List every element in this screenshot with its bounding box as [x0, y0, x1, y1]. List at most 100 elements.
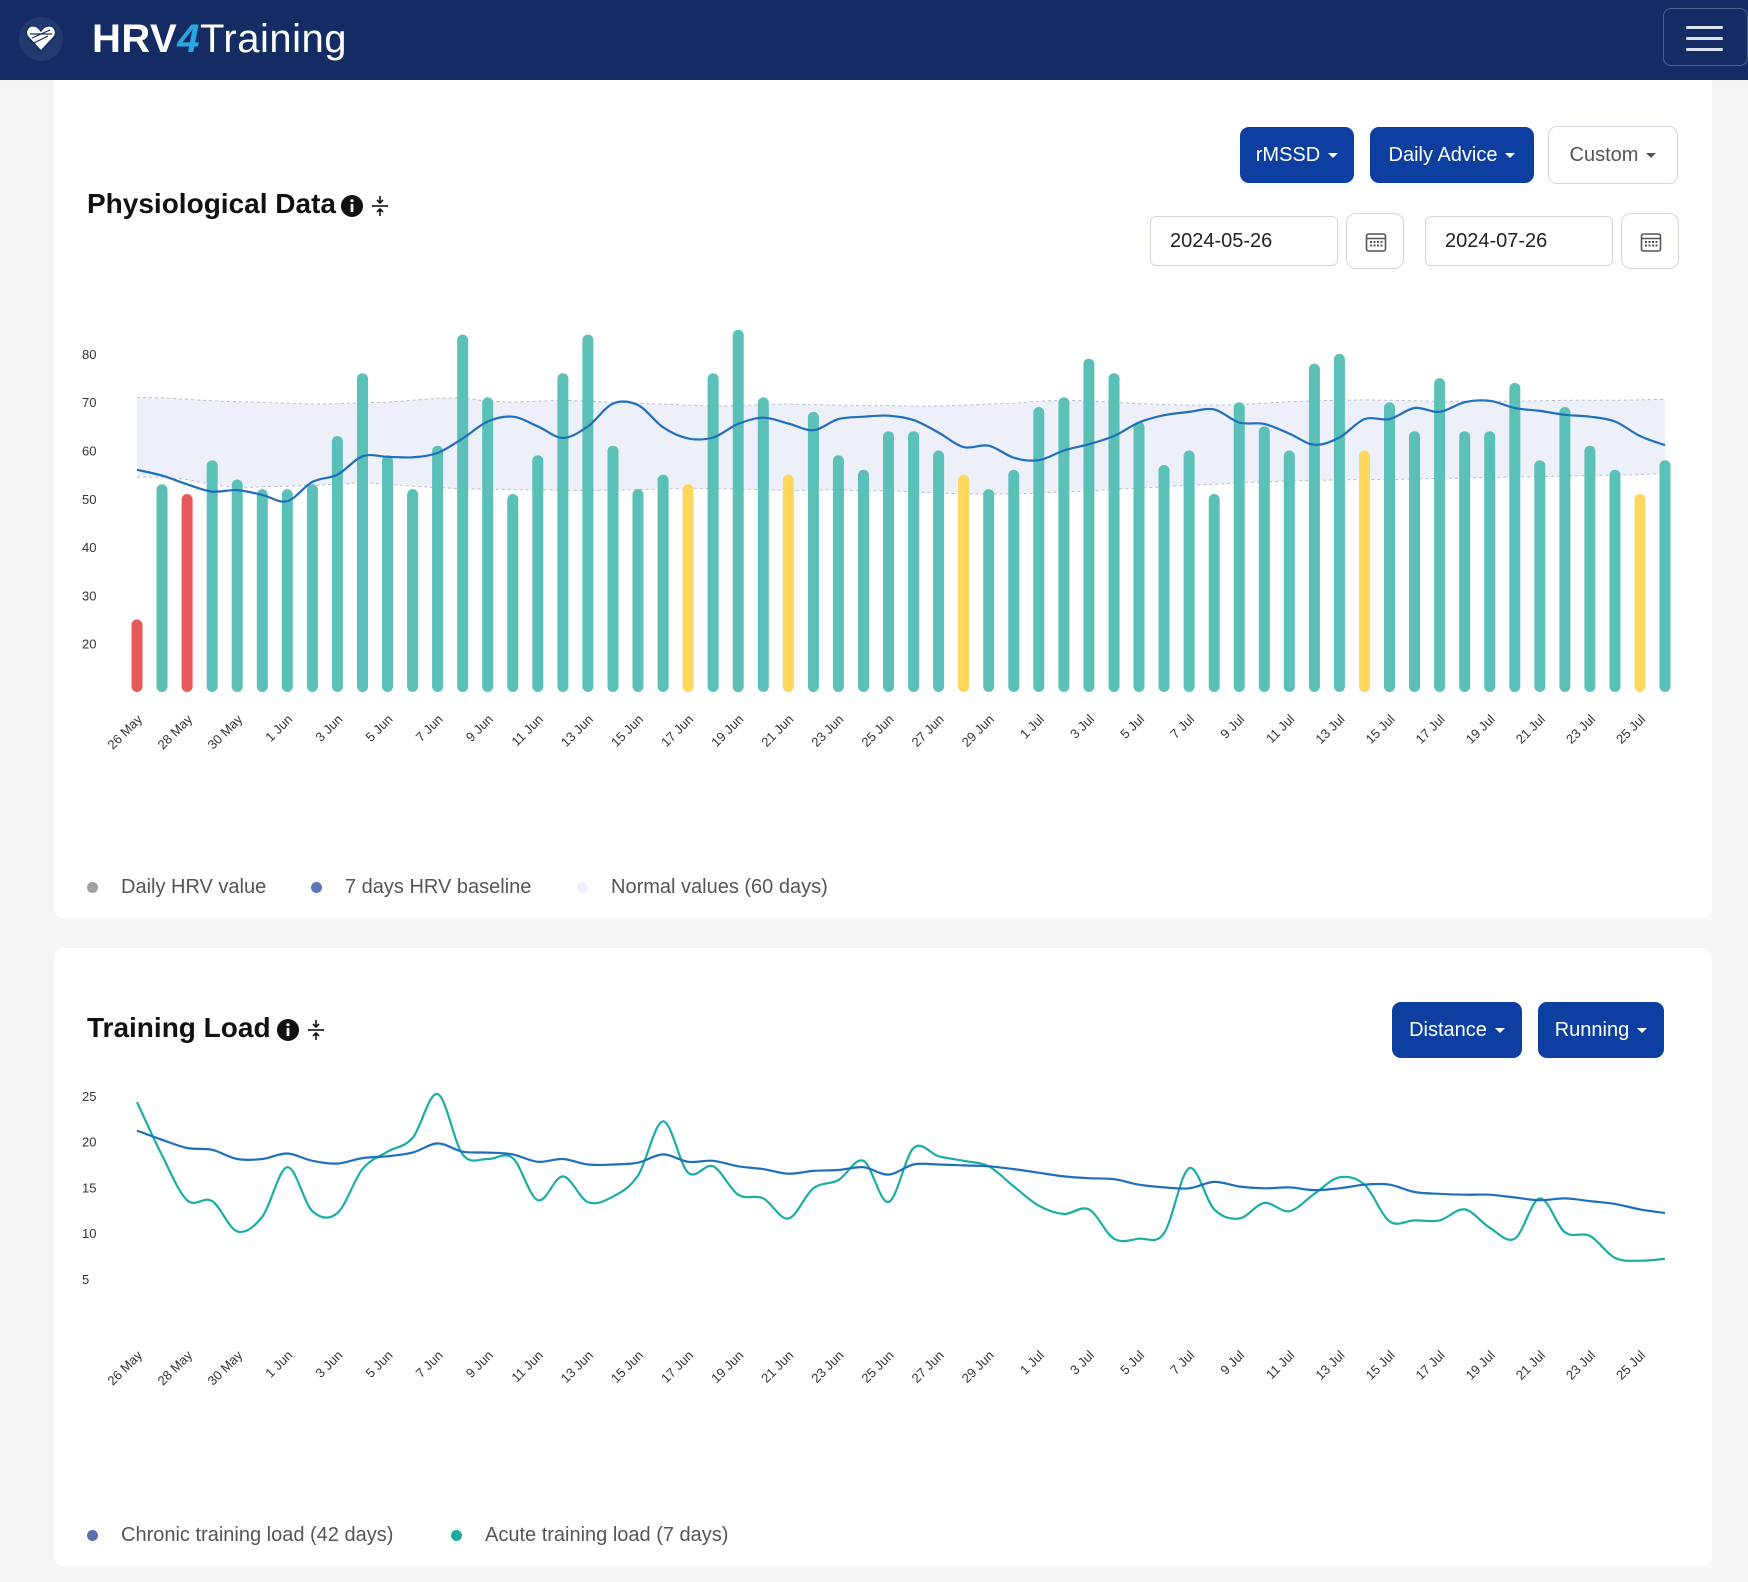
- hrv-x-tick-label: 13 Jul: [1312, 711, 1347, 746]
- hrv-bar: [1359, 450, 1370, 692]
- training-load-chart: 5 10 15 20 25 26 May 28 May 30 May 1 Jun 3 Jun 5 J…: [82, 1089, 1666, 1388]
- hrv-bar: [1434, 378, 1446, 692]
- load-metric-dropdown-label: Distance: [1409, 1018, 1487, 1041]
- hrv-y-tick-label: 80: [82, 347, 96, 362]
- hrv-bar: [1083, 358, 1095, 692]
- hrv-bar: [1409, 431, 1420, 692]
- range-dropdown-label: Custom: [1569, 143, 1639, 166]
- calendar-icon: [1365, 233, 1387, 252]
- hrv-bar: [1509, 382, 1521, 692]
- load-y-tick-label: 10: [82, 1226, 96, 1241]
- hrv-y-tick-label: 40: [82, 540, 96, 555]
- hrv-bar: [657, 474, 669, 692]
- chronic-load-line: [136, 1129, 1666, 1215]
- hamburger-line: [1686, 37, 1723, 40]
- brand-part-2: 4: [177, 17, 200, 61]
- legend-hrv-baseline[interactable]: 7 days HRV baseline: [311, 876, 531, 899]
- hrv-x-tick-label: 11 Jun: [508, 712, 546, 750]
- metric-dropdown-label: rMSSD: [1255, 143, 1321, 166]
- hrv-x-tick-label: 19 Jul: [1463, 711, 1498, 746]
- hrv-y-tick-label: 30: [82, 588, 96, 603]
- legend-chronic-load[interactable]: Chronic training load (42 days): [87, 1524, 393, 1547]
- legend-hrv-baseline-label: 7 days HRV baseline: [345, 876, 532, 898]
- hrv-bar: [582, 334, 594, 692]
- hrv-bar: [1559, 407, 1571, 692]
- load-x-tick-label: 9 Jul: [1217, 1347, 1247, 1377]
- collapse-icon[interactable]: [304, 1018, 328, 1042]
- collapse-icon[interactable]: [368, 194, 392, 218]
- legend-dot-icon: [577, 882, 588, 893]
- hrv-bar: [1058, 397, 1070, 692]
- hrv-x-tick-label: 7 Jul: [1167, 711, 1197, 741]
- brand-wordmark[interactable]: HRV4Training: [92, 14, 347, 64]
- hrv-bar: [1183, 450, 1195, 692]
- hrv-bar: [1008, 469, 1020, 692]
- load-metric-dropdown-button[interactable]: Distance: [1392, 1002, 1522, 1058]
- legend-dot-icon: [87, 1530, 98, 1541]
- hrv-bar: [206, 460, 218, 692]
- load-x-tick-label: 9 Jun: [463, 1348, 496, 1381]
- load-x-tick-label: 1 Jun: [262, 1348, 295, 1381]
- hrv-bar: [382, 455, 393, 692]
- load-x-tick-label: 23 Jun: [808, 1348, 846, 1386]
- daily-advice-dropdown-button[interactable]: Daily Advice: [1370, 127, 1534, 183]
- hrv-x-tick-label: 26 May: [104, 711, 145, 752]
- hamburger-menu-icon: [1686, 26, 1723, 29]
- hrv-bar: [1308, 363, 1320, 692]
- legend-normal-values-label: Normal values (60 days): [611, 876, 828, 898]
- hrv-x-tick-label: 25 Jul: [1613, 711, 1648, 746]
- hrv-bar: [507, 494, 519, 692]
- hrv-bar: [1333, 353, 1345, 692]
- load-x-tick-label: 7 Jun: [413, 1348, 446, 1381]
- legend-dot-icon: [311, 882, 322, 893]
- caret-down-icon: [1637, 1027, 1648, 1033]
- legend-dot-icon: [87, 882, 98, 893]
- hrv-baseline-line: [136, 399, 1666, 503]
- hrv-bar: [983, 489, 995, 692]
- hrv-x-tick-label: 28 May: [154, 711, 195, 752]
- info-icon[interactable]: [340, 194, 364, 218]
- hrv-bar: [1634, 494, 1646, 692]
- hrv-bar: [782, 474, 794, 692]
- hrv-x-tick-label: 11 Jul: [1263, 711, 1298, 746]
- sport-dropdown-button[interactable]: Running: [1538, 1002, 1664, 1058]
- normal-values-band: [137, 397, 1665, 494]
- hamburger-menu-button[interactable]: [1663, 8, 1748, 66]
- info-icon[interactable]: [276, 1018, 300, 1042]
- hrv-bar: [181, 494, 193, 692]
- hrv-bar: [1133, 421, 1145, 692]
- hrv-bar: [1158, 465, 1170, 692]
- load-x-tick-label: 17 Jun: [658, 1348, 696, 1386]
- sport-dropdown-label: Running: [1554, 1018, 1630, 1041]
- load-x-tick-label: 21 Jun: [758, 1348, 796, 1386]
- legend-normal-values[interactable]: Normal values (60 days): [577, 876, 828, 899]
- hrv-x-tick-label: 23 Jun: [808, 712, 846, 750]
- hrv-bar: [306, 484, 318, 692]
- hrv-bar: [1258, 426, 1270, 692]
- hrv-x-tick-label: 3 Jul: [1067, 711, 1097, 741]
- load-x-tick-label: 30 May: [205, 1347, 246, 1388]
- heart-logo-icon[interactable]: [18, 16, 64, 62]
- legend-daily-hrv[interactable]: Daily HRV value: [87, 876, 266, 899]
- load-y-tick-label: 5: [82, 1272, 89, 1287]
- hrv-bar: [1459, 431, 1471, 692]
- legend-dot-icon: [451, 1530, 462, 1541]
- range-dropdown-button[interactable]: Custom: [1548, 126, 1678, 184]
- start-date-input[interactable]: 2024-05-26: [1150, 216, 1338, 266]
- load-x-tick-label: 5 Jul: [1117, 1347, 1147, 1377]
- end-date-input[interactable]: 2024-07-26: [1425, 216, 1613, 266]
- load-x-tick-label: 19 Jul: [1463, 1347, 1498, 1382]
- end-date-calendar-button[interactable]: [1621, 213, 1679, 269]
- training-load-card: Training Load Distance Running 5 10 15 20 25…: [54, 948, 1712, 1566]
- hrv-bar: [156, 484, 168, 692]
- load-x-tick-label: 15 Jun: [608, 1348, 646, 1386]
- start-date-calendar-button[interactable]: [1346, 213, 1404, 269]
- legend-acute-load[interactable]: Acute training load (7 days): [451, 1524, 728, 1547]
- hrv-x-tick-label: 5 Jul: [1117, 711, 1147, 741]
- hrv-x-tick-label: 15 Jun: [608, 712, 646, 750]
- hrv-bar: [1659, 460, 1671, 692]
- metric-dropdown-button[interactable]: rMSSD: [1240, 127, 1354, 183]
- caret-down-icon: [1646, 152, 1657, 158]
- load-x-tick-label: 17 Jul: [1413, 1347, 1448, 1382]
- load-x-tick-label: 3 Jul: [1067, 1347, 1097, 1377]
